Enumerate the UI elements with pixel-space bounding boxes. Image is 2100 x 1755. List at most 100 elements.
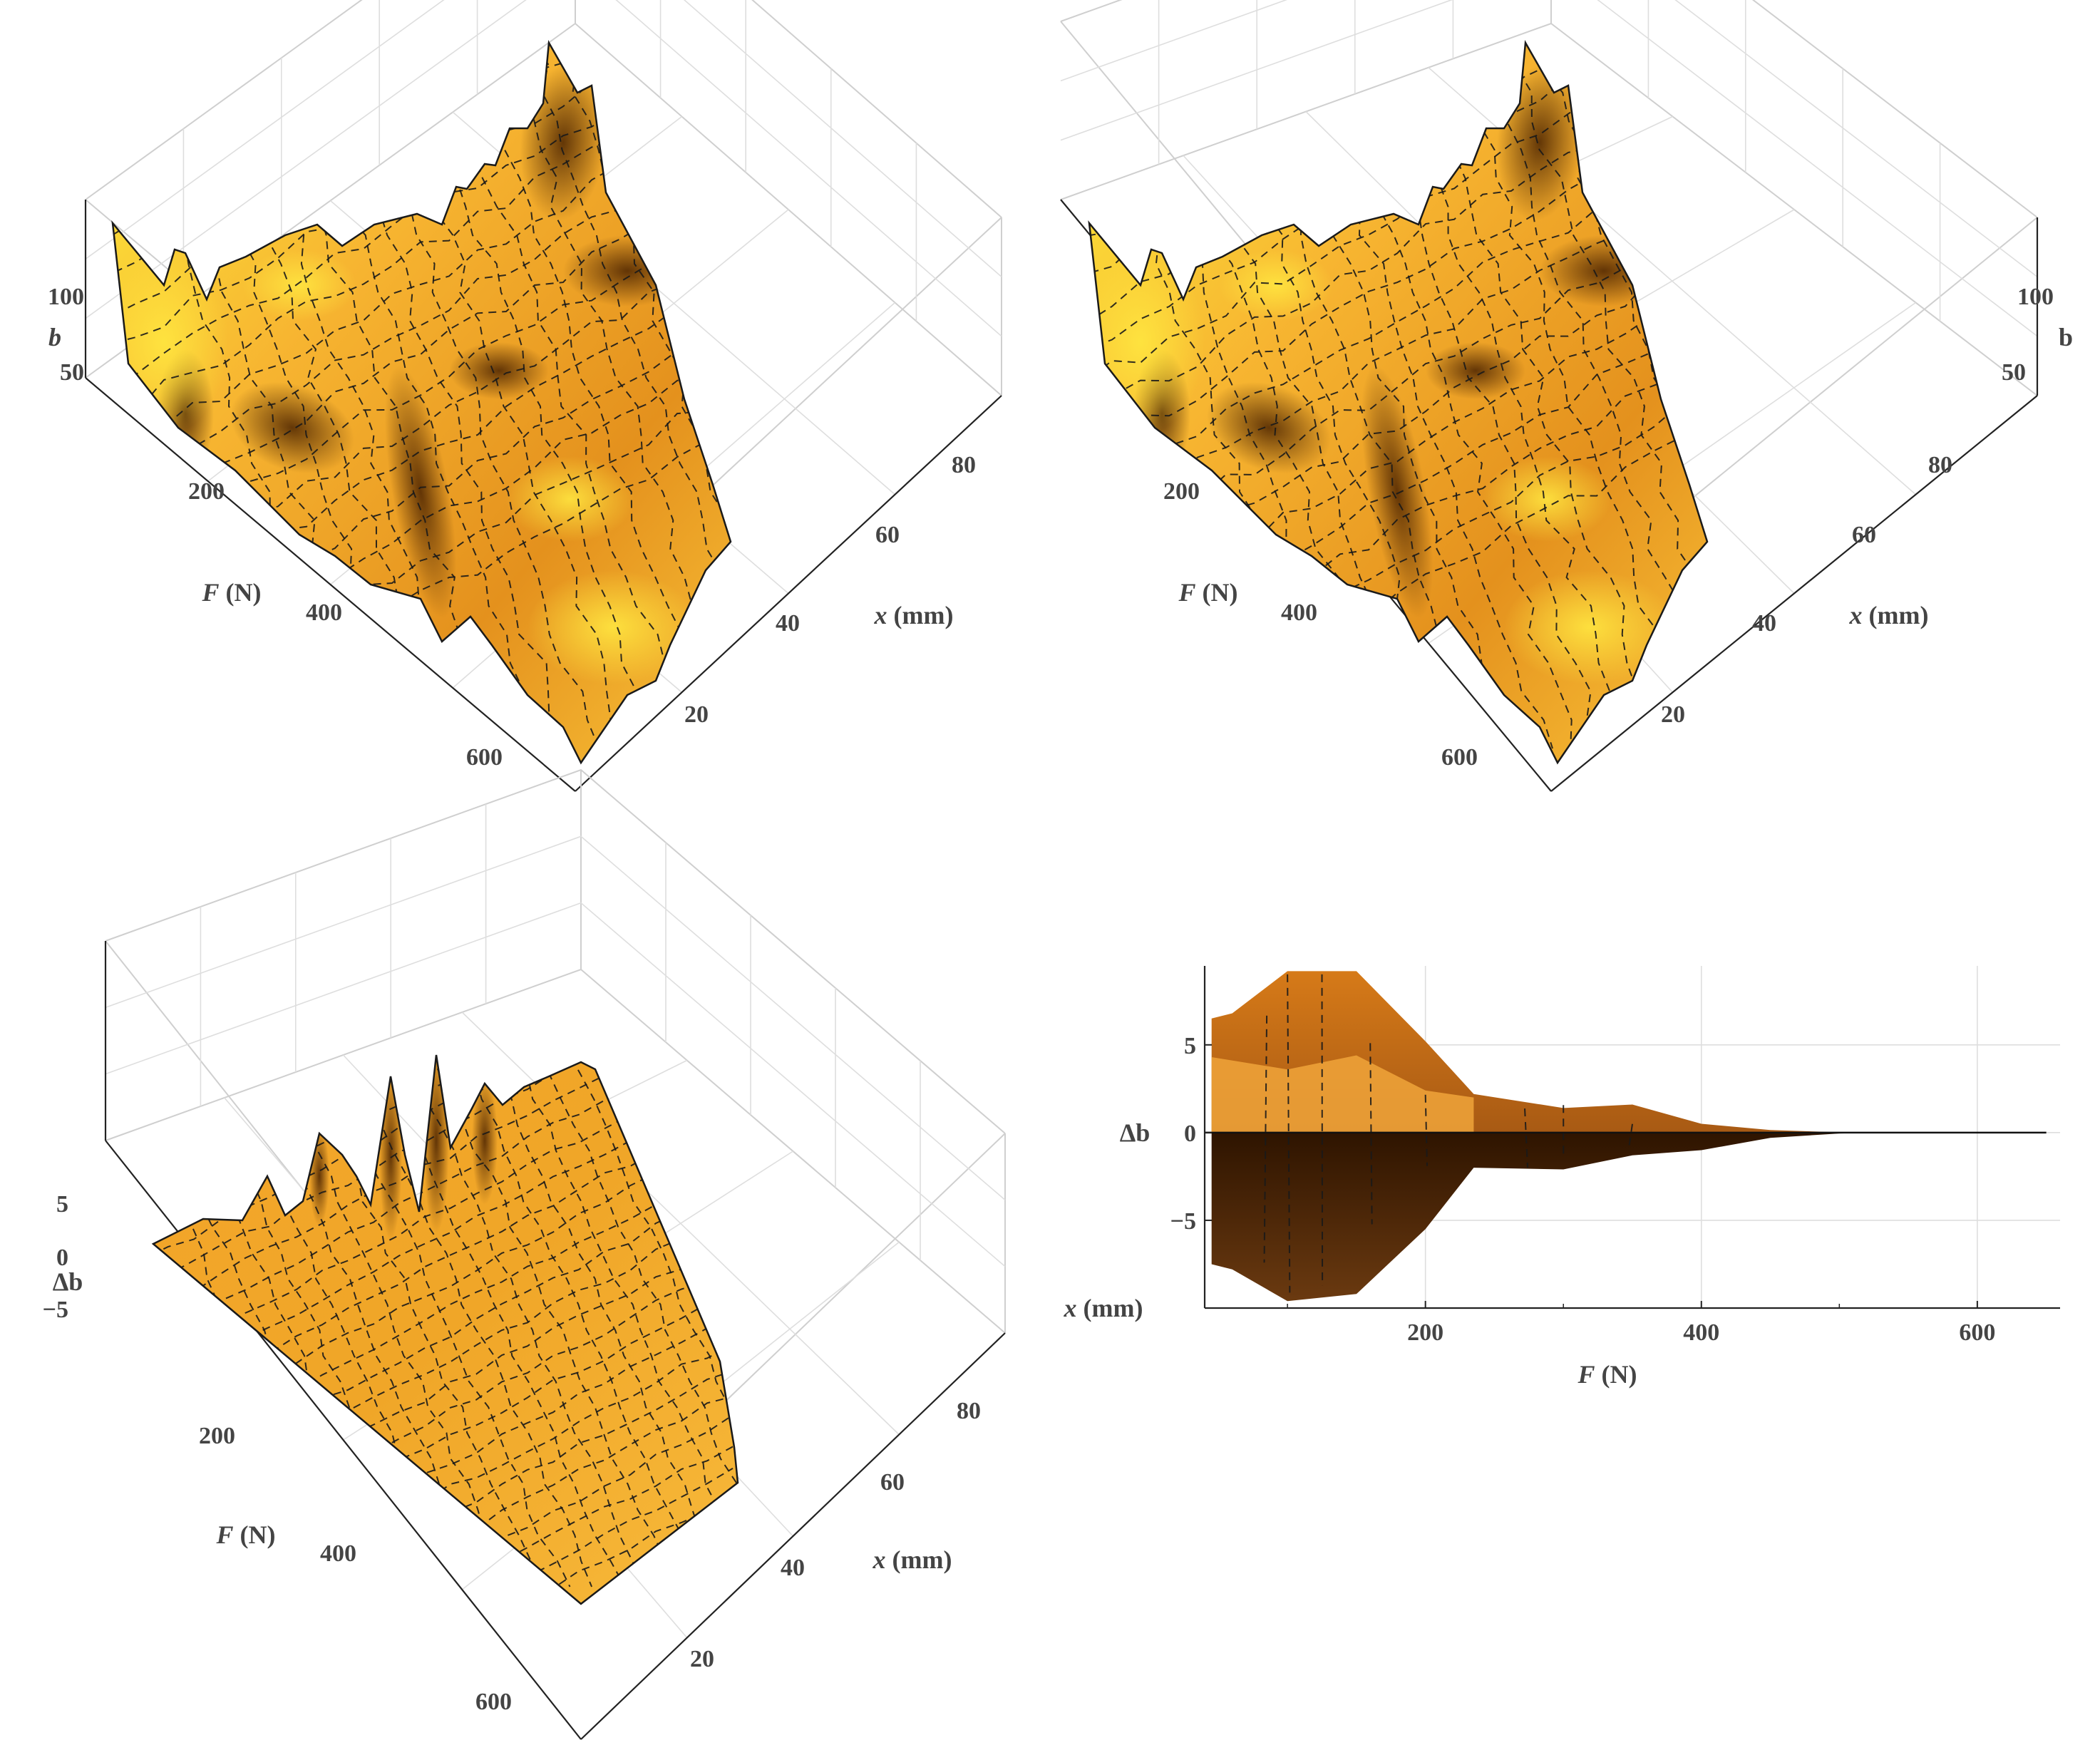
x-tick-label: 20 (690, 1646, 714, 1672)
mesh-line (113, 386, 731, 736)
mesh-line (459, 1055, 701, 1587)
wall-gridline (1060, 0, 2038, 277)
mesh-line (405, 1055, 644, 1587)
surface-shadow (1540, 235, 1668, 307)
surface (107, 0, 734, 763)
x-tick-label: 40 (781, 1555, 805, 1581)
mesh-line (540, 1055, 738, 1587)
mesh-line (1369, 1043, 1373, 1225)
surface-panel-delta-b: 200 400 600 20 40 60 80 5 0 −5 F (N) x (mm) Δb (43, 768, 1006, 1740)
surface-highlight (1219, 249, 1333, 321)
mesh-line (374, 1055, 626, 1587)
mesh-line (1263, 1015, 1268, 1263)
inner-ridge-area (1211, 1055, 1474, 1133)
delta-b-axis-label: Δb (53, 1267, 83, 1296)
F-tick-label: 600 (475, 1689, 512, 1715)
x-tick-label: 80 (1928, 452, 1952, 478)
mesh-line (1321, 974, 1324, 1286)
wall-gridline (105, 835, 1006, 1200)
x-tick-label: 20 (684, 701, 709, 728)
mesh-line (153, 1135, 734, 1443)
negative-area (1211, 1132, 2047, 1302)
surface (153, 1048, 1003, 1604)
F-axis-label: F (N) (202, 578, 262, 607)
surface-outline (1088, 39, 1709, 765)
surface-panel-b-top-right: 200 400 600 20 40 60 80 100 50 F (N) x (mm) b (1060, 0, 2073, 792)
x-tick-label: 60 (880, 1469, 905, 1496)
surface-shadow (563, 235, 691, 307)
surface-highlight (1504, 570, 1675, 684)
x-tick-label: 40 (776, 610, 800, 637)
x-axis-label: x (mm) (874, 601, 954, 629)
F-axis-label: F (N) (1577, 1360, 1637, 1389)
wall-gridline (105, 902, 1006, 1267)
F-axis-label: F (N) (1178, 578, 1238, 607)
F-tick-label: 200 (1163, 478, 1200, 505)
peak-shading (309, 1126, 329, 1226)
x-tick-label: 80 (952, 452, 976, 478)
mesh-line (1089, 43, 1707, 246)
x-axis-label: x (mm) (1849, 601, 1929, 629)
mesh-line (153, 1312, 734, 1604)
mesh-line (1089, 43, 1707, 71)
mesh-line (1089, 71, 1707, 423)
delta-b-axis-label: Δb (1120, 1118, 1151, 1147)
mesh-line (286, 43, 531, 749)
back-top-edge (1060, 0, 2038, 218)
F-tick-label: 400 (1281, 599, 1317, 626)
mesh-line (1627, 1123, 1633, 1150)
mesh-line (703, 1055, 738, 1587)
mesh-line (1089, 390, 1707, 746)
mesh-line (530, 43, 731, 749)
mesh-line (1647, 43, 1707, 749)
mesh-line (513, 1055, 738, 1587)
b-axis-label: b (2059, 323, 2073, 351)
mesh-line (711, 43, 731, 749)
F-tick-label: 400 (1683, 1319, 1719, 1346)
mesh-line (1424, 1094, 1429, 1166)
mesh-line (1446, 43, 1697, 749)
mesh-line (113, 43, 731, 211)
x-tick-label: 20 (1661, 701, 1685, 728)
mesh-line (1089, 43, 1707, 211)
surface-shadow (449, 342, 549, 399)
mesh-line (1089, 109, 1707, 456)
surface (1089, 36, 1968, 763)
delta-b-tick-label: 5 (56, 1191, 68, 1218)
mesh-line (1352, 43, 1610, 749)
delta-b-tick-label: 0 (56, 1245, 68, 1271)
F-tick-label: 600 (1959, 1319, 1995, 1346)
mesh-line (318, 43, 567, 749)
b-tick-label: 100 (2017, 284, 2054, 310)
x-axis-line (1550, 395, 2038, 792)
mesh-line (725, 1055, 738, 1587)
x-axis-label: x (mm) (1064, 1294, 1143, 1322)
mesh-line (1524, 1108, 1529, 1168)
surface-outline (111, 39, 732, 765)
x-tick-label: 40 (1752, 610, 1776, 637)
mesh-line (113, 43, 731, 71)
F-tick-label: 200 (1407, 1319, 1443, 1346)
mesh-line (113, 43, 731, 246)
b-tick-label: 50 (60, 359, 84, 386)
back-top-edge (85, 0, 1002, 218)
surface-highlight (242, 249, 356, 321)
surface-shadow (1206, 381, 1332, 474)
mesh-line (674, 43, 731, 749)
delta-b-tick-label: −5 (43, 1297, 68, 1323)
b-tick-label: 100 (48, 284, 84, 310)
mesh-line (107, 0, 734, 37)
F-tick-label: 400 (320, 1540, 356, 1567)
mesh-line (756, 1048, 1003, 1587)
surface-highlight (506, 456, 634, 542)
mesh-line (1265, 43, 1521, 749)
b-tick-label: 50 (2002, 359, 2026, 386)
x-tick-label: 80 (957, 1398, 981, 1424)
b-axis-label: b (48, 323, 61, 351)
delta-b-tick-label: 5 (1184, 1033, 1196, 1059)
surface-shadow (230, 381, 355, 474)
surface-fill (153, 1055, 738, 1604)
mesh-line (1089, 43, 1707, 113)
mesh-line (1715, 36, 1968, 748)
x-axis-line (575, 395, 1002, 792)
